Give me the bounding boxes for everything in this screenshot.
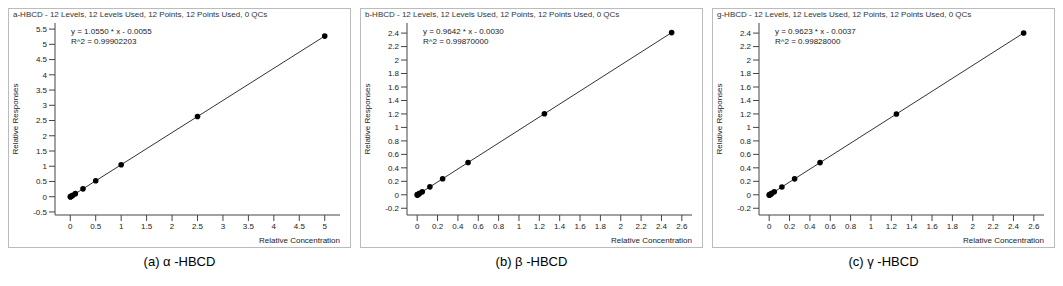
svg-text:2: 2 [971, 222, 976, 231]
svg-text:2: 2 [619, 222, 624, 231]
svg-text:0.2: 0.2 [388, 177, 400, 186]
html-text:a-HBCD - 12 Levels, 12 Levels: a-HBCD - 12 Levels, 12 Levels Used, 12 P… [13, 10, 268, 19]
svg-text:4: 4 [43, 71, 48, 80]
svg-text:1: 1 [395, 123, 400, 132]
svg-text:1.5: 1.5 [36, 147, 48, 156]
svg-text:0.8: 0.8 [388, 137, 400, 146]
svg-text:4.5: 4.5 [36, 55, 48, 64]
svg-text:0: 0 [767, 222, 772, 231]
html-text:(a) α -HBCD: (a) α -HBCD [143, 254, 216, 269]
svg-text:1.2: 1.2 [886, 222, 898, 231]
svg-text:0.8: 0.8 [845, 222, 857, 231]
svg-text:Relative Responses: Relative Responses [715, 83, 724, 154]
svg-text:Relative Concentration: Relative Concentration [963, 236, 1044, 245]
svg-text:1: 1 [43, 162, 48, 171]
svg-text:3: 3 [43, 101, 48, 110]
html-text:g-HBCD - 12 Levels, 12 Levels: g-HBCD - 12 Levels, 12 Levels Used, 12 P… [717, 10, 972, 19]
svg-text:0: 0 [43, 193, 48, 202]
svg-text:0.6: 0.6 [473, 222, 485, 231]
svg-text:1.4: 1.4 [388, 96, 400, 105]
svg-text:2.6: 2.6 [676, 222, 688, 231]
svg-text:3: 3 [221, 222, 226, 231]
svg-text:1: 1 [517, 222, 522, 231]
svg-text:0: 0 [68, 222, 73, 231]
svg-text:0: 0 [747, 191, 752, 200]
svg-text:2.5: 2.5 [36, 116, 48, 125]
svg-text:1.4: 1.4 [740, 96, 752, 105]
html-text:R^2 = 0.99828000: R^2 = 0.99828000 [775, 37, 841, 46]
svg-text:1.2: 1.2 [388, 110, 400, 119]
svg-text:-0.2: -0.2 [385, 204, 399, 213]
svg-text:2.5: 2.5 [192, 222, 204, 231]
svg-text:1.8: 1.8 [947, 222, 959, 231]
svg-text:3.5: 3.5 [243, 222, 255, 231]
svg-text:1.8: 1.8 [740, 69, 752, 78]
svg-text:-0.2: -0.2 [737, 204, 751, 213]
svg-text:1: 1 [747, 123, 752, 132]
svg-text:Relative Concentration: Relative Concentration [259, 236, 340, 245]
svg-text:2.2: 2.2 [636, 222, 648, 231]
html-text:y = 0.9642 * x - 0.0030: y = 0.9642 * x - 0.0030 [423, 27, 504, 36]
svg-text:1: 1 [869, 222, 874, 231]
svg-text:2.6: 2.6 [1028, 222, 1040, 231]
svg-text:0.4: 0.4 [740, 164, 752, 173]
svg-text:0.6: 0.6 [740, 150, 752, 159]
svg-text:Relative Concentration: Relative Concentration [611, 236, 692, 245]
svg-text:1.5: 1.5 [141, 222, 153, 231]
svg-text:1.4: 1.4 [554, 222, 566, 231]
html-text:R^2 = 0.99870000: R^2 = 0.99870000 [423, 37, 489, 46]
svg-text:1.8: 1.8 [595, 222, 607, 231]
svg-text:2: 2 [395, 56, 400, 65]
svg-text:0.2: 0.2 [784, 222, 796, 231]
svg-text:1.6: 1.6 [388, 83, 400, 92]
svg-text:5: 5 [323, 222, 328, 231]
svg-text:0.5: 0.5 [90, 222, 102, 231]
svg-text:Relative Responses: Relative Responses [363, 83, 372, 154]
html-text:b-HBCD - 12 Levels, 12 Levels: b-HBCD - 12 Levels, 12 Levels Used, 12 P… [365, 10, 620, 19]
svg-text:3.5: 3.5 [36, 86, 48, 95]
html-text:R^2 = 0.99902203: R^2 = 0.99902203 [71, 37, 137, 46]
svg-text:2: 2 [43, 132, 48, 141]
svg-text:1.4: 1.4 [906, 222, 918, 231]
svg-text:2.2: 2.2 [988, 222, 1000, 231]
svg-text:4: 4 [272, 222, 277, 231]
svg-text:4.5: 4.5 [294, 222, 306, 231]
svg-text:0.4: 0.4 [804, 222, 816, 231]
svg-text:1.6: 1.6 [926, 222, 938, 231]
svg-text:0.5: 0.5 [36, 177, 48, 186]
svg-text:5.5: 5.5 [36, 25, 48, 34]
svg-text:1.6: 1.6 [740, 83, 752, 92]
svg-text:Relative Responses: Relative Responses [11, 83, 20, 154]
svg-text:5: 5 [43, 40, 48, 49]
svg-text:0.6: 0.6 [388, 150, 400, 159]
svg-text:-0.5: -0.5 [33, 208, 47, 217]
svg-text:2.4: 2.4 [1008, 222, 1020, 231]
svg-text:0.2: 0.2 [740, 177, 752, 186]
svg-text:0.8: 0.8 [493, 222, 505, 231]
svg-text:1: 1 [119, 222, 124, 231]
svg-text:1.8: 1.8 [388, 69, 400, 78]
svg-text:0.2: 0.2 [432, 222, 444, 231]
svg-text:2: 2 [747, 56, 752, 65]
svg-text:1.2: 1.2 [740, 110, 752, 119]
svg-text:1.2: 1.2 [534, 222, 546, 231]
html-text:(b) β -HBCD: (b) β -HBCD [495, 254, 568, 269]
svg-text:2.4: 2.4 [656, 222, 668, 231]
svg-text:2.2: 2.2 [388, 42, 400, 51]
svg-text:2.4: 2.4 [740, 29, 752, 38]
svg-text:0.6: 0.6 [825, 222, 837, 231]
svg-text:0: 0 [415, 222, 420, 231]
html-text:y = 1.0550 * x - 0.0055: y = 1.0550 * x - 0.0055 [71, 27, 152, 36]
html-text:y = 0.9623 * x - 0.0037: y = 0.9623 * x - 0.0037 [775, 27, 856, 36]
svg-text:2.2: 2.2 [740, 42, 752, 51]
svg-text:0.4: 0.4 [452, 222, 464, 231]
svg-text:2: 2 [170, 222, 175, 231]
svg-text:2.4: 2.4 [388, 29, 400, 38]
svg-text:1.6: 1.6 [574, 222, 586, 231]
svg-text:0: 0 [395, 191, 400, 200]
html-text:(c) γ -HBCD: (c) γ -HBCD [848, 254, 919, 269]
svg-text:0.4: 0.4 [388, 164, 400, 173]
svg-text:0.8: 0.8 [740, 137, 752, 146]
